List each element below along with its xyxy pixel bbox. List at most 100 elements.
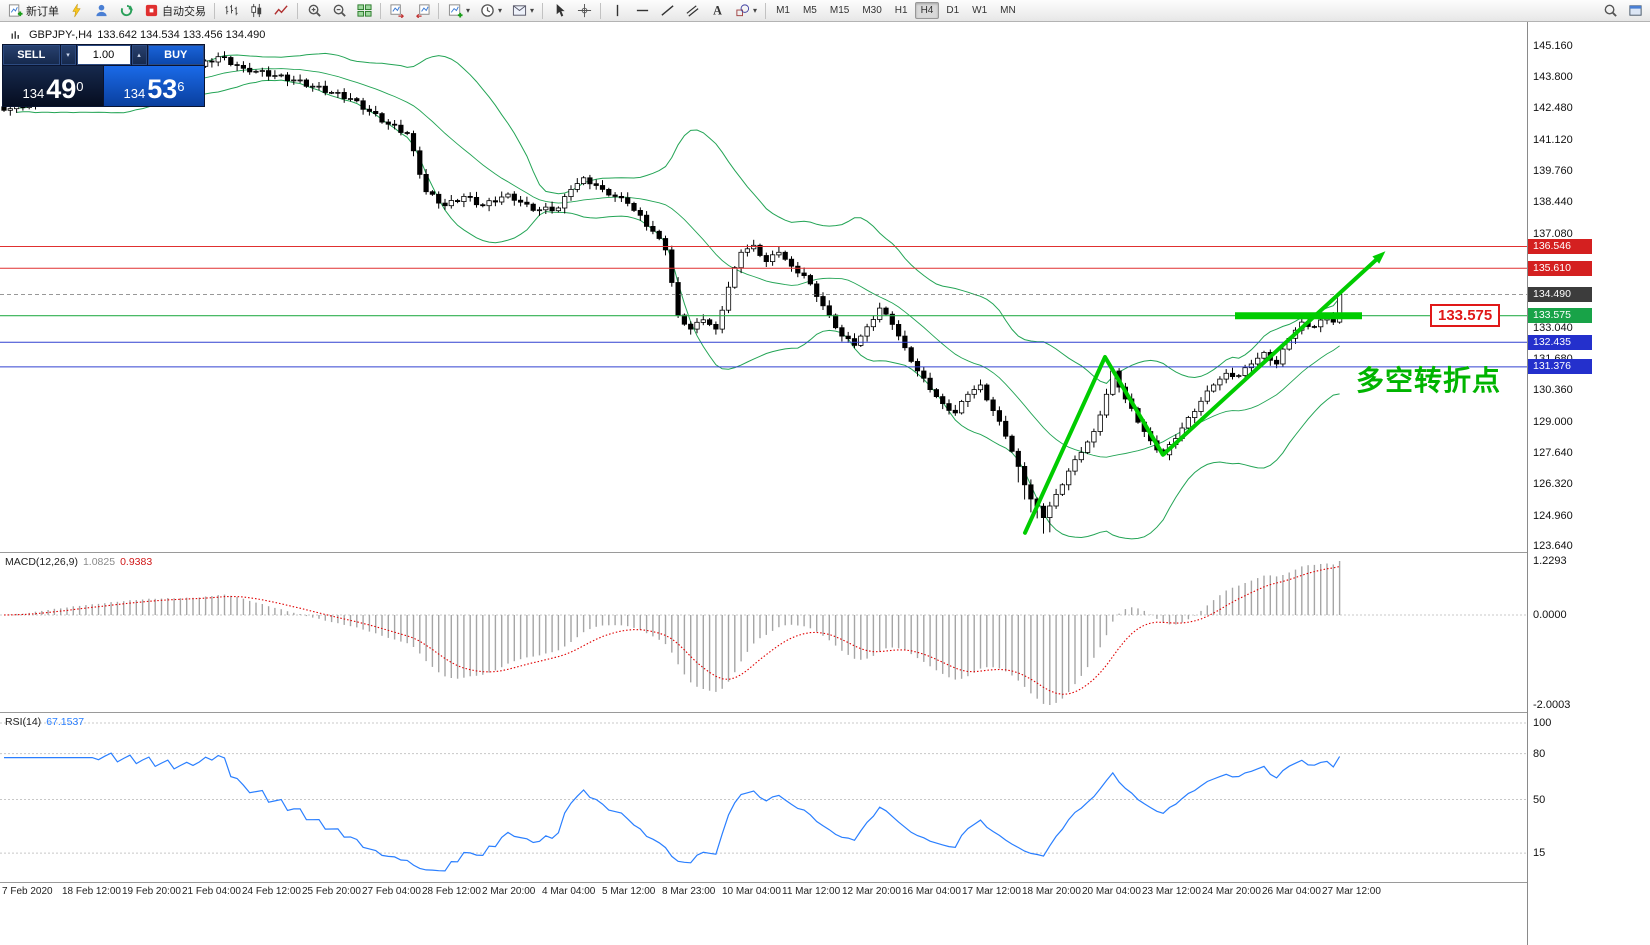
- templates-button[interactable]: ▾: [507, 1, 538, 20]
- trend-arrow-annotation[interactable]: [1023, 251, 1386, 535]
- price-axis-label: -2.0003: [1533, 699, 1571, 711]
- refresh-button[interactable]: [114, 1, 138, 20]
- price-axis-label: 142.480: [1533, 101, 1573, 114]
- volume-down-button[interactable]: ▾: [60, 45, 76, 65]
- time-axis-label: 21 Feb 04:00: [182, 886, 241, 897]
- vline-icon: [609, 3, 625, 19]
- macd-histogram: [9, 561, 1341, 705]
- price-axis-label: 138.440: [1533, 195, 1573, 208]
- time-axis-label: 18 Mar 20:00: [1022, 886, 1081, 897]
- time-axis-label: 25 Feb 20:00: [302, 886, 361, 897]
- timeframe-button-mn[interactable]: MN: [994, 2, 1022, 19]
- toolbar-separator: [214, 2, 215, 19]
- macd-indicator-canvas[interactable]: [0, 553, 1527, 712]
- price-axis-label: 50: [1533, 793, 1546, 806]
- time-axis-label: 8 Mar 23:00: [662, 886, 716, 897]
- timeframe-button-m5[interactable]: M5: [797, 2, 823, 19]
- cursor-icon: [551, 3, 567, 19]
- timeframe-button-m1[interactable]: M1: [770, 2, 796, 19]
- shapes-button[interactable]: ▾: [730, 1, 761, 20]
- candlestick-chart-button[interactable]: [244, 1, 268, 20]
- price-axis-label: 80: [1533, 747, 1546, 760]
- ohlc-values: 133.642 134.534 133.456 134.490: [97, 29, 266, 41]
- turning-point-label[interactable]: 多空转折点: [1356, 365, 1502, 396]
- rsi-label: RSI(14) 67.1537: [5, 716, 85, 728]
- line-chart-button[interactable]: [269, 1, 293, 20]
- new-chart-button[interactable]: ▾: [443, 1, 474, 20]
- trendline-button[interactable]: [655, 1, 679, 20]
- time-axis-label: 5 Mar 12:00: [602, 886, 656, 897]
- time-axis-label: 18 Feb 12:00: [62, 886, 121, 897]
- toolbar-separator: [765, 2, 767, 19]
- toolbar-separator: [438, 2, 439, 19]
- panel-separator[interactable]: [0, 882, 1650, 883]
- cursor-button[interactable]: [547, 1, 571, 20]
- dropdown-caret-icon: ▾: [753, 5, 758, 15]
- buy-button[interactable]: BUY: [147, 45, 204, 65]
- vertical-line-button[interactable]: [605, 1, 629, 20]
- autotrade-icon: [143, 3, 159, 19]
- price-level-badge: 135.610: [1528, 260, 1592, 276]
- timeframe-button-d1[interactable]: D1: [940, 2, 965, 19]
- time-axis-label: 7 Feb 2020: [2, 886, 53, 897]
- volume-up-button[interactable]: ▴: [131, 45, 147, 65]
- auto-scroll-icon: [389, 3, 405, 19]
- zoom-out-button[interactable]: [327, 1, 351, 20]
- toolbar-separator: [380, 2, 381, 19]
- zoom-out-icon: [331, 3, 347, 19]
- window-icon: [1627, 3, 1643, 19]
- volume-input[interactable]: [76, 45, 131, 65]
- panel-separator[interactable]: [0, 552, 1650, 553]
- new-chart-icon: [447, 3, 463, 19]
- main-chart-canvas[interactable]: [0, 22, 1527, 552]
- price-axis-label: 15: [1533, 847, 1546, 860]
- timeframe-button-h1[interactable]: H1: [889, 2, 914, 19]
- time-axis-label: 24 Feb 12:00: [242, 886, 301, 897]
- window-list-button[interactable]: [1623, 1, 1647, 20]
- lightning-icon: [68, 3, 84, 19]
- buy-price-display[interactable]: 134 53 6: [104, 66, 204, 106]
- horizontal-line-button[interactable]: [630, 1, 654, 20]
- time-axis-label: 11 Mar 12:00: [782, 886, 841, 897]
- bar-chart-button[interactable]: [219, 1, 243, 20]
- time-axis-label: 4 Mar 04:00: [542, 886, 596, 897]
- quick-trade-button[interactable]: [64, 1, 88, 20]
- price-level-badge: 132.435: [1528, 334, 1592, 350]
- price-axis-label: 123.640: [1533, 540, 1573, 553]
- rsi-line: [4, 752, 1341, 872]
- market-watch-button[interactable]: [89, 1, 113, 20]
- crosshair-icon: [576, 3, 592, 19]
- price-axis-label: 129.000: [1533, 415, 1573, 428]
- rsi-indicator-canvas[interactable]: [0, 713, 1527, 882]
- chart-shift-button[interactable]: [410, 1, 434, 20]
- level-price-label[interactable]: 133.575: [1430, 304, 1501, 327]
- price-axis[interactable]: 145.160 143.800 142.480 141.120 139.760 138.4…: [1527, 22, 1650, 945]
- timeframe-button-w1[interactable]: W1: [966, 2, 993, 19]
- time-axis-label: 26 Mar 04:00: [1262, 886, 1321, 897]
- panel-separator[interactable]: [0, 712, 1650, 713]
- timeframe-button-m30[interactable]: M30: [856, 2, 887, 19]
- timeframe-button-h4[interactable]: H4: [914, 2, 940, 19]
- channel-button[interactable]: [680, 1, 704, 20]
- toolbar-separator: [542, 2, 544, 19]
- auto-trading-button[interactable]: 自动交易: [139, 1, 210, 20]
- search-button[interactable]: [1598, 1, 1622, 20]
- zoom-in-button[interactable]: [302, 1, 326, 20]
- magnifier-icon: [1602, 3, 1618, 19]
- periods-button[interactable]: ▾: [475, 1, 506, 20]
- price-axis-label: 133.040: [1533, 321, 1573, 334]
- auto-scroll-button[interactable]: [385, 1, 409, 20]
- text-tool-button[interactable]: A: [705, 1, 729, 20]
- new-order-button[interactable]: 新订单: [3, 1, 63, 20]
- timeframe-button-m15[interactable]: M15: [824, 2, 855, 19]
- crosshair-button[interactable]: [572, 1, 596, 20]
- price-axis-label: 130.360: [1533, 384, 1573, 397]
- tile-windows-button[interactable]: [352, 1, 376, 20]
- sell-button[interactable]: SELL: [3, 45, 60, 65]
- time-axis-label: 28 Feb 12:00: [422, 886, 481, 897]
- price-axis-label: 124.960: [1533, 509, 1573, 522]
- line-chart-icon: [273, 3, 289, 19]
- sell-price-display[interactable]: 134 49 0: [3, 66, 103, 106]
